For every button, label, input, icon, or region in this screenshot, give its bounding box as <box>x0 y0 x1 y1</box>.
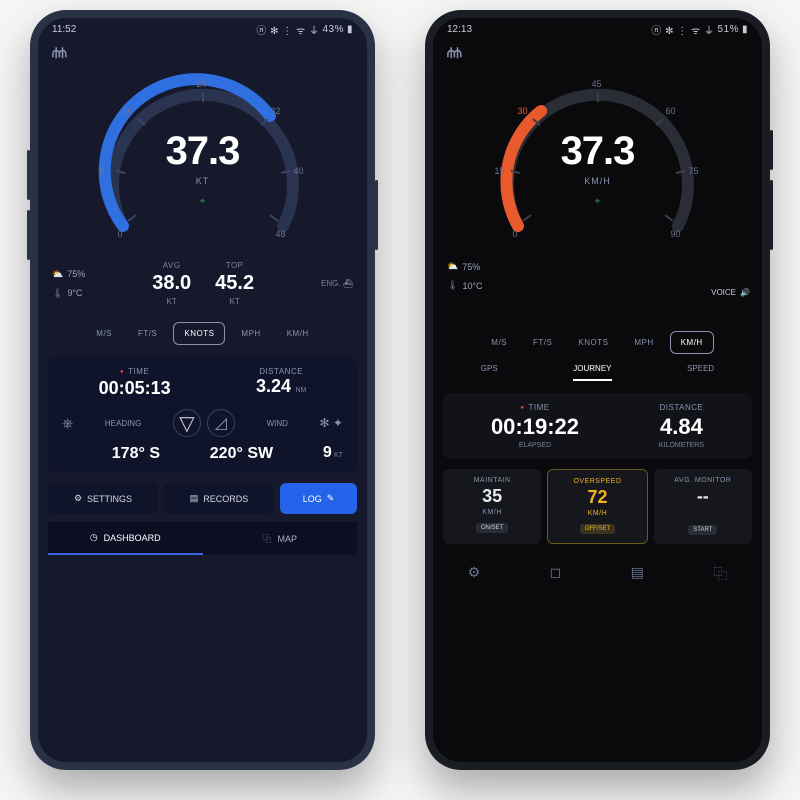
clock: 12:13 <box>447 24 472 35</box>
overspeed-card[interactable]: OVERSPEED 72 KM/H OFF/SET <box>547 469 647 544</box>
gps-icon: ⌖ <box>473 196 723 207</box>
volume-button[interactable] <box>27 210 30 260</box>
distance: DISTANCE 4.84 KILOMETERS <box>659 403 704 449</box>
phone-right: 12:13 ⓝ ✻ ⋮ ᯤ ⏚51%▮ ⫛⫛ 0 15 30 45 60 75 … <box>425 10 770 770</box>
app-logo: ⫛⫛ <box>52 44 367 61</box>
avg-monitor-card[interactable]: AVG. MONITOR -- START <box>654 469 752 544</box>
unit-mph[interactable]: MPH <box>624 331 663 354</box>
speed-gauge: 0 8 16 24 32 40 48 37.3 KT ⌖ <box>78 61 328 261</box>
engine-indicator[interactable]: ENG. ⛴ <box>321 279 353 288</box>
unit-ms[interactable]: M/S <box>481 331 517 354</box>
power-button[interactable] <box>375 180 378 250</box>
seg-gps[interactable]: GPS <box>481 364 498 381</box>
voice-toggle[interactable]: VOICE🔊 <box>711 288 750 297</box>
unit-kmh[interactable]: KM/H <box>670 331 714 354</box>
settings-button[interactable]: ⚙SETTINGS <box>48 483 158 514</box>
speed-unit: KT <box>78 176 328 186</box>
wind-dir: 220° SW <box>210 445 273 463</box>
speed-value: 37.3 <box>473 129 723 174</box>
weather: ⛅75% 🌡10°C <box>447 261 748 291</box>
bottom-nav: ⚙ ◻ ▤ ⿻ <box>433 554 762 594</box>
map-icon: ⿻ <box>262 532 271 545</box>
records-button[interactable]: ▤RECORDS <box>164 483 274 514</box>
elapsed-time: TIME 00:05:13 <box>99 367 171 399</box>
info-panel: TIME 00:19:22 ELAPSED DISTANCE 4.84 KILO… <box>443 393 752 459</box>
unit-mph[interactable]: MPH <box>231 322 270 345</box>
seg-speed[interactable]: SPEED <box>687 364 714 381</box>
speed-unit: KM/H <box>473 176 723 186</box>
speaker-icon: 🔊 <box>740 288 750 297</box>
pencil-icon: ✎ <box>327 493 335 504</box>
unit-fts[interactable]: FT/S <box>128 322 167 345</box>
top-speed: TOP 45.2 KT <box>215 261 254 306</box>
unit-selector: M/S FT/S KNOTS MPH KM/H <box>38 322 367 345</box>
nav-bookmark-icon[interactable]: ◻ <box>550 564 562 584</box>
weather: ⛅75% 🌡9°C <box>52 269 85 299</box>
volume-button[interactable] <box>27 150 30 200</box>
speed-value: 37.3 <box>78 129 328 174</box>
unit-knots[interactable]: KNOTS <box>568 331 618 354</box>
log-button[interactable]: LOG✎ <box>280 483 357 514</box>
unit-knots[interactable]: KNOTS <box>173 322 225 345</box>
volume-button[interactable] <box>770 180 773 250</box>
status-bar: 11:52 ⓝ ✻ ⋮ ᯤ ⏚43%▮ <box>38 18 367 40</box>
unit-kmh[interactable]: KM/H <box>277 322 319 345</box>
distance: DISTANCE 3.24 NM <box>256 367 306 399</box>
wheel-icon[interactable]: ⎈ <box>62 415 73 432</box>
gps-icon: ⌖ <box>78 196 328 207</box>
unit-ms[interactable]: M/S <box>86 322 122 345</box>
gear-icon: ⚙ <box>74 493 82 504</box>
status-bar: 12:13 ⓝ ✻ ⋮ ᯤ ⏚51%▮ <box>433 18 762 40</box>
app-logo: ⫛⫛ <box>447 44 762 61</box>
nav-settings-icon[interactable]: ⚙ <box>468 564 481 584</box>
clock: 11:52 <box>52 24 76 35</box>
unit-selector: M/S FT/S KNOTS MPH KM/H <box>433 331 762 354</box>
seg-journey[interactable]: JOURNEY <box>573 364 611 381</box>
speed-gauge: 0 15 30 45 60 75 90 37.3 KM/H ⌖ <box>473 61 723 261</box>
nav-records-icon[interactable]: ▤ <box>631 564 644 584</box>
heading-icon[interactable]: ▽ <box>173 409 201 437</box>
tab-dashboard[interactable]: ◷DASHBOARD <box>48 522 203 555</box>
gauge-icon: ◷ <box>90 532 98 543</box>
power-button[interactable] <box>770 130 773 170</box>
phone-left: 11:52 ⓝ ✻ ⋮ ᯤ ⏚43%▮ ⫛⫛ 0 8 16 24 32 40 4… <box>30 10 375 770</box>
unit-fts[interactable]: FT/S <box>523 331 562 354</box>
elapsed-time: TIME 00:19:22 ELAPSED <box>491 403 579 449</box>
info-panel: TIME 00:05:13 DISTANCE 3.24 NM ⎈ HEADING… <box>48 357 357 473</box>
heading-value: 178° S <box>112 445 160 463</box>
list-icon: ▤ <box>190 493 199 504</box>
nav-map-icon[interactable]: ⿻ <box>713 564 727 584</box>
maintain-card[interactable]: MAINTAIN 35 KM/H ON/SET <box>443 469 541 544</box>
avg-speed: AVG 38.0 KT <box>152 261 191 306</box>
tab-map[interactable]: ⿻MAP <box>203 522 358 555</box>
segment-control: GPS JOURNEY SPEED <box>443 364 752 381</box>
compass-icon[interactable]: ✻ ✦ <box>320 416 343 430</box>
nav-icon[interactable]: ◿ <box>207 409 235 437</box>
